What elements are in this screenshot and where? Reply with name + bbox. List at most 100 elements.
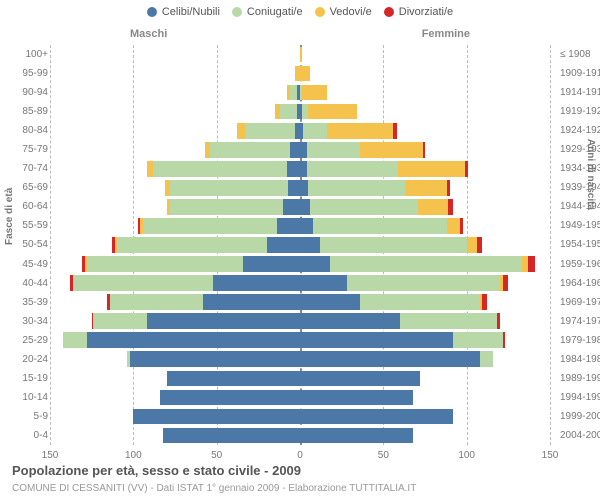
bar-female — [300, 332, 505, 348]
legend-item: Coniugati/e — [232, 6, 303, 18]
bar-segment — [300, 142, 307, 158]
bar-segment — [203, 294, 300, 310]
bar-segment — [170, 180, 288, 196]
birth-label: 1984-1988 — [560, 354, 600, 365]
bar-female — [300, 313, 500, 329]
bar-segment — [300, 390, 413, 406]
pyramid-row: 0-42004-2008 — [50, 428, 550, 444]
age-label: 25-29 — [22, 335, 48, 346]
age-label: 50-54 — [22, 239, 48, 250]
bar-segment — [360, 142, 423, 158]
bar-segment — [93, 313, 146, 329]
bar-female — [300, 371, 420, 387]
birth-label: 1954-1958 — [560, 239, 600, 250]
bar-segment — [167, 371, 300, 387]
x-tick-label: 0 — [297, 450, 303, 461]
x-tick-label: 150 — [542, 450, 559, 461]
legend-label: Divorziati/e — [399, 6, 453, 18]
birth-label: 1924-1928 — [560, 125, 600, 136]
bar-segment — [528, 256, 535, 272]
age-label: 95-99 — [22, 68, 48, 79]
bar-segment — [290, 85, 297, 101]
bar-segment — [300, 47, 302, 63]
pyramid-row: 20-241984-1988 — [50, 351, 550, 367]
bar-segment — [302, 85, 327, 101]
bar-segment — [143, 218, 276, 234]
bar-segment — [447, 218, 460, 234]
legend: Celibi/NubiliConiugati/eVedovi/eDivorzia… — [0, 6, 600, 18]
plot-area: 15010050050100150100+≤ 190895-991909-191… — [50, 45, 550, 445]
bar-male — [70, 275, 300, 291]
pyramid-row: 10-141994-1998 — [50, 390, 550, 406]
bar-segment — [300, 409, 453, 425]
pyramid-row: 55-591949-1953 — [50, 218, 550, 234]
birth-label: 1944-1948 — [560, 201, 600, 212]
bar-male — [163, 428, 300, 444]
bar-segment — [300, 332, 453, 348]
bar-segment — [288, 180, 300, 196]
pyramid-row: 45-491959-1963 — [50, 256, 550, 272]
bar-segment — [330, 256, 522, 272]
bar-segment — [423, 142, 425, 158]
bar-female — [300, 104, 357, 120]
bar-female — [300, 409, 453, 425]
age-label: 90-94 — [22, 87, 48, 98]
bar-female — [300, 66, 310, 82]
pyramid-row: 40-441964-1968 — [50, 275, 550, 291]
bar-male — [63, 332, 300, 348]
bar-female — [300, 256, 535, 272]
population-pyramid-chart: Celibi/NubiliConiugati/eVedovi/eDivorzia… — [0, 0, 600, 500]
age-label: 0-4 — [34, 430, 48, 441]
bar-segment — [465, 161, 468, 177]
bar-segment — [153, 161, 286, 177]
bar-segment — [307, 142, 360, 158]
bar-female — [300, 275, 508, 291]
birth-label: 1994-1998 — [560, 392, 600, 403]
bar-segment — [497, 313, 500, 329]
age-label: 60-64 — [22, 201, 48, 212]
age-label: 65-69 — [22, 182, 48, 193]
bar-segment — [267, 237, 300, 253]
bar-segment — [147, 313, 300, 329]
bar-male — [165, 180, 300, 196]
x-tick-label: 50 — [378, 450, 389, 461]
age-label: 20-24 — [22, 354, 48, 365]
age-label: 30-34 — [22, 316, 48, 327]
bar-male — [167, 371, 300, 387]
bar-segment — [87, 256, 244, 272]
age-label: 5-9 — [34, 411, 48, 422]
bar-segment — [448, 199, 453, 215]
bar-female — [300, 142, 425, 158]
x-tick-label: 100 — [458, 450, 475, 461]
bar-segment — [480, 351, 493, 367]
side-label-female: Femmine — [422, 28, 470, 40]
pyramid-row: 90-941914-1918 — [50, 85, 550, 101]
legend-swatch — [232, 7, 242, 17]
bar-segment — [303, 123, 326, 139]
bar-segment — [147, 161, 154, 177]
birth-label: 1974-1978 — [560, 316, 600, 327]
bar-female — [300, 47, 302, 63]
birth-label: 1914-1918 — [560, 87, 600, 98]
bar-segment — [308, 104, 356, 120]
side-label-male: Maschi — [130, 28, 167, 40]
age-label: 35-39 — [22, 297, 48, 308]
bar-segment — [320, 237, 467, 253]
bar-male — [127, 351, 300, 367]
legend-swatch — [384, 7, 394, 17]
chart-title: Popolazione per età, sesso e stato civil… — [12, 463, 301, 478]
bar-male — [287, 85, 300, 101]
birth-label: ≤ 1908 — [560, 49, 591, 60]
bar-segment — [300, 371, 420, 387]
legend-label: Vedovi/e — [330, 6, 372, 18]
legend-label: Coniugati/e — [247, 6, 303, 18]
bar-segment — [245, 123, 295, 139]
bar-segment — [117, 237, 267, 253]
pyramid-row: 30-341974-1978 — [50, 313, 550, 329]
x-tick-label: 150 — [42, 450, 59, 461]
bar-male — [167, 199, 300, 215]
bar-segment — [405, 180, 447, 196]
bar-male — [112, 237, 300, 253]
bar-segment — [300, 351, 480, 367]
age-label: 70-74 — [22, 163, 48, 174]
